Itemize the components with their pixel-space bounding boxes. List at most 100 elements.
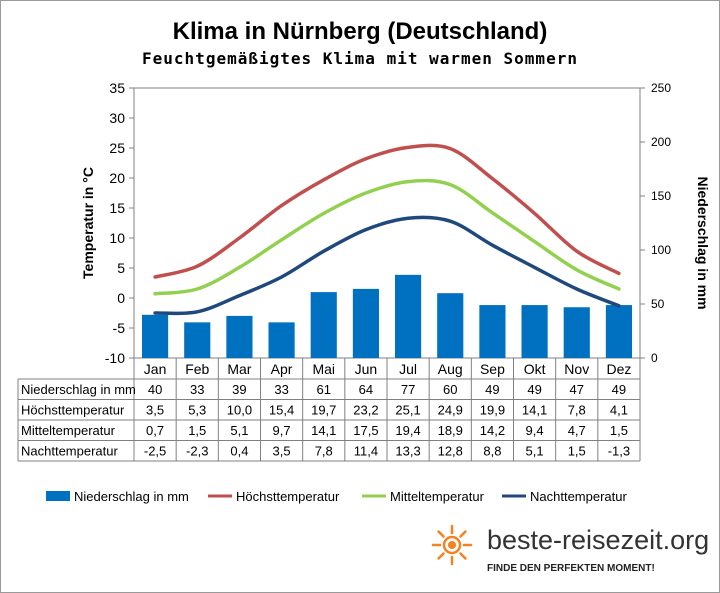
left-axis-title: Temperatur in °C [80,167,96,279]
table-row-header: Niederschlag in mm [21,382,136,397]
table-cell: 77 [401,382,415,397]
table-cell: 14,1 [311,423,336,438]
category-label: Aug [438,361,463,377]
right-axis-tick-label: 50 [651,297,665,311]
table-cell: 60 [443,382,457,397]
left-axis-tick-label: 35 [109,80,125,96]
bar-niederschlag [142,314,169,358]
right-axis-tick-label: 250 [651,81,671,95]
bar-niederschlag [563,307,590,358]
category-label: Jul [399,361,417,377]
table-cell: 1,5 [610,423,628,438]
category-label: Nov [564,361,589,377]
left-axis-tick-label: 10 [109,230,125,246]
category-label: Sep [480,361,505,377]
bar-niederschlag [395,274,422,358]
table-cell: -2,3 [186,444,208,459]
left-axis-tick-label: -5 [113,320,126,336]
table-cell: 61 [317,382,331,397]
category-label: Okt [524,361,546,377]
table-cell: 47 [570,382,584,397]
category-label: Feb [185,361,209,377]
legend-label: Nachttemperatur [530,489,627,504]
left-axis-tick-label: 30 [109,110,125,126]
bar-niederschlag [605,305,632,358]
table-cell: 19,4 [395,423,420,438]
table-cell: 5,3 [188,403,206,418]
table-cell: 23,2 [353,403,378,418]
bar-niederschlag [226,315,253,358]
right-axis-title: Niederschlag in mm [695,176,711,309]
table-cell: 13,3 [395,444,420,459]
line-h-chsttemperatur [153,143,621,279]
table-cell: 8,8 [483,444,501,459]
table-cell: -2,5 [144,444,166,459]
table-cell: 15,4 [269,403,294,418]
category-label: Dez [606,361,631,377]
bar-niederschlag [479,305,506,358]
table-cell: 9,4 [526,423,544,438]
line-nachttemperatur [153,215,621,316]
bar-niederschlag [268,322,295,358]
table-cell: 40 [148,382,162,397]
left-axis-tick-label: 5 [117,260,125,276]
category-label: Apr [271,361,293,377]
left-axis-tick-label: -10 [105,350,125,366]
table-cell: 17,5 [353,423,378,438]
table-cell: 19,7 [311,403,336,418]
table-cell: 14,2 [480,423,505,438]
legend-label: Mitteltemperatur [390,489,485,504]
right-axis-tick-label: 150 [651,189,671,203]
table-cell: 5,1 [526,444,544,459]
bar-niederschlag [437,293,464,358]
table-cell: 49 [612,382,626,397]
chart-subtitle: Feuchtgemäßigtes Klima mit warmen Sommer… [142,49,578,68]
table-row-header: Nachttemperatur [21,444,118,459]
sun-icon [431,524,473,566]
table-cell: 33 [274,382,288,397]
table-cell: 25,1 [395,403,420,418]
table-cell: 4,1 [610,403,628,418]
table-cell: 4,7 [568,423,586,438]
chart-title: Klima in Nürnberg (Deutschland) [172,18,548,45]
table-cell: 7,8 [315,444,333,459]
category-label: Jun [355,361,378,377]
bar-niederschlag [310,292,337,358]
logo-tagline: FINDE DEN PERFEKTEN MOMENT! [487,563,655,574]
bar-niederschlag [352,288,379,358]
table-cell: 12,8 [438,444,463,459]
table-cell: 24,9 [438,403,463,418]
legend-label: Höchsttemperatur [236,489,340,504]
table-cell: 10,0 [227,403,252,418]
right-axis-tick-label: 200 [651,135,671,149]
category-label: Jan [144,361,167,377]
right-axis-tick-label: 0 [651,351,658,365]
table-cell: 64 [359,382,373,397]
left-axis-tick-label: 25 [109,140,125,156]
table-cell: 14,1 [522,403,547,418]
left-axis-tick-label: 20 [109,170,125,186]
table-cell: 11,4 [354,444,378,459]
line-mitteltemperatur [153,178,621,296]
table-cell: 39 [232,382,246,397]
table-cell: 9,7 [273,423,291,438]
table-cell: 1,5 [188,423,206,438]
table-cell: 3,5 [146,403,164,418]
table-cell: 3,5 [273,444,291,459]
table-cell: 0,7 [146,423,164,438]
bar-niederschlag [184,322,211,358]
table-cell: -1,3 [608,444,630,459]
left-axis-tick-label: 0 [117,290,125,306]
legend-swatch-bar [46,491,70,501]
table-row-header: Höchsttemperatur [21,403,125,418]
category-label: Mai [312,361,335,377]
table-cell: 1,5 [568,444,586,459]
table-cell: 18,9 [438,423,463,438]
table-cell: 7,8 [568,403,586,418]
table-cell: 5,1 [230,423,248,438]
legend-label: Niederschlag in mm [74,489,189,504]
table-cell: 49 [485,382,499,397]
category-label: Mar [227,361,251,377]
logo-name: beste-reisezeit.org [487,525,709,555]
